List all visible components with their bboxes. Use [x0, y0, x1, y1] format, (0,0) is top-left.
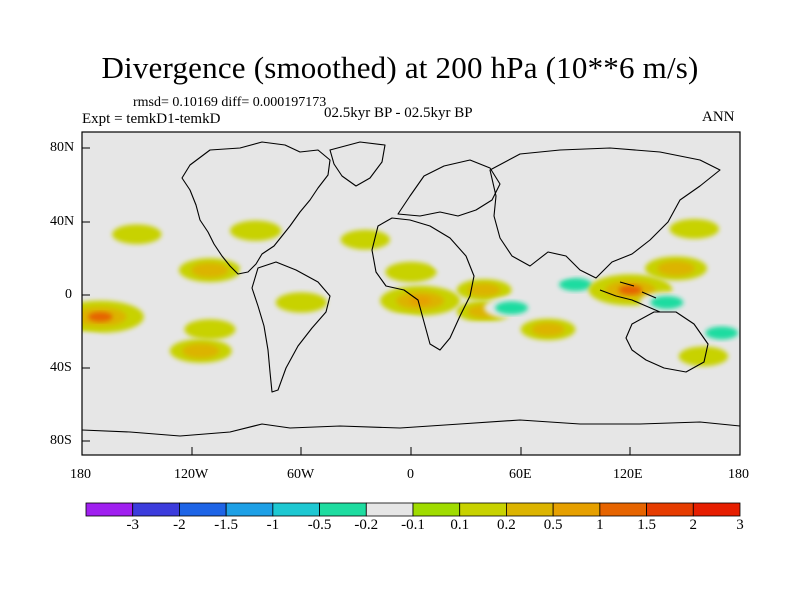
colorbar-label-12: 2: [689, 517, 698, 533]
colorbar-swatch-10: [552, 502, 601, 517]
y-tick-80s: 80S: [50, 433, 72, 448]
coast-indonesia: [599, 281, 661, 313]
anomaly-outer-7: [230, 220, 282, 241]
colorbar-label-9: 0.5: [543, 517, 563, 533]
colorbar-label-8: 0.2: [497, 517, 516, 533]
y-tick-80n: 80N: [50, 140, 75, 155]
anomaly-outer-26: [531, 256, 583, 277]
coast-asia: [489, 147, 721, 279]
colorbar-swatch-5: [319, 502, 367, 517]
anomaly-mid-30: [705, 326, 739, 340]
anomaly-outer-31: [678, 346, 729, 367]
plot-title: Divergence (smoothed) at 200 hPa (10**6 …: [101, 50, 699, 85]
coast-australia: [625, 311, 709, 373]
anomaly-outer-14: [340, 229, 391, 250]
anomaly-outer-2: [82, 333, 111, 354]
colorbar-swatch-4: [272, 502, 320, 517]
colorbar-swatch-7: [412, 502, 461, 517]
anomaly-mid-23: [531, 322, 565, 336]
axis-ticks: [81, 147, 741, 455]
anomaly-outer-9: [271, 251, 321, 272]
colorbar-swatch-12: [646, 502, 694, 517]
anomaly-outer-21: [458, 322, 510, 344]
y-tick-0: 0: [65, 287, 72, 302]
y-tick-40n: 40N: [50, 214, 75, 229]
colorbar-label-5: -0.2: [354, 517, 379, 533]
coast-europe: [397, 159, 501, 217]
anomaly-outer-16: [377, 315, 427, 336]
colorbar-swatch-0: [85, 502, 134, 517]
colorbar-swatch-13: [692, 502, 741, 517]
anomaly-mid-28: [657, 261, 695, 276]
colorbar-label-0: -3: [126, 517, 139, 533]
coast-greenland: [329, 141, 386, 187]
experiment-label: Expt = temkD1-temkD: [82, 111, 221, 127]
colorbar-label-13: 3: [736, 517, 744, 533]
anomaly-core-27: [618, 285, 643, 295]
anomaly-mid-4: [191, 262, 229, 278]
anomaly-mid-29: [650, 295, 684, 309]
anomaly-mid-22: [495, 301, 528, 315]
x-tick-120e: 120E: [613, 467, 643, 482]
colorbar-label-6: -0.1: [401, 517, 425, 533]
colorbar-swatch-8: [459, 502, 507, 517]
anomaly-outer-11: [275, 292, 327, 313]
colorbar-swatch-2: [179, 502, 227, 517]
colorbar-label-7: 0.1: [450, 517, 470, 533]
colorbar-swatch-3: [225, 502, 274, 517]
anomaly-outer-12: [304, 217, 354, 238]
colorbar-label-1: -2: [173, 517, 186, 533]
colorbar-label-11: 1.5: [637, 517, 656, 533]
anomaly-outer-18: [431, 251, 482, 272]
anomaly-core-1: [88, 311, 113, 322]
x-tick-180w: 180: [70, 467, 91, 482]
anomaly-outer-3: [139, 269, 189, 290]
coast-antarctica: [82, 419, 740, 437]
x-tick-180e: 180: [728, 467, 749, 482]
anomaly-mid-19: [467, 283, 501, 297]
anomaly-outer-24: [568, 216, 620, 238]
colorbar-swatch-9: [506, 502, 554, 517]
x-tick-0: 0: [407, 467, 414, 482]
coast-north-america: [181, 141, 331, 275]
colorbar-label-4: -0.5: [307, 517, 332, 533]
anomaly-core-15: [408, 296, 432, 306]
season-label: ANN: [702, 109, 735, 125]
x-tick-60e: 60E: [509, 467, 532, 482]
period-label: 02.5kyr BP - 02.5kyr BP: [324, 105, 473, 121]
anomaly-outer-0: [112, 224, 162, 245]
colorbar-label-2: -1.5: [214, 517, 239, 533]
colorbar-label-10: 1: [596, 517, 604, 533]
y-tick-40s: 40S: [50, 360, 72, 375]
anomaly-outer-32: [669, 219, 720, 239]
anomaly-mid-25: [559, 278, 592, 292]
colorbar: [85, 502, 741, 517]
anomaly-outer-5: [184, 319, 236, 340]
colorbar-swatch-1: [132, 502, 180, 517]
stats-text: rmsd= 0.10169 diff= 0.000197173: [133, 95, 327, 110]
colorbar-swatch-6: [365, 502, 414, 517]
colorbar-label-3: -1: [266, 517, 280, 533]
anomaly-layer: [82, 216, 740, 367]
coast-africa: [371, 217, 475, 351]
anomaly-outer-13: [330, 261, 382, 283]
x-tick-120w: 120W: [174, 467, 209, 482]
colorbar-swatch-11: [599, 502, 647, 517]
coast-south-america: [251, 261, 331, 393]
anomaly-mid-6: [182, 343, 220, 359]
anomaly-outer-17: [385, 261, 437, 283]
x-tick-60w: 60W: [287, 467, 315, 482]
coastlines: [82, 141, 740, 437]
